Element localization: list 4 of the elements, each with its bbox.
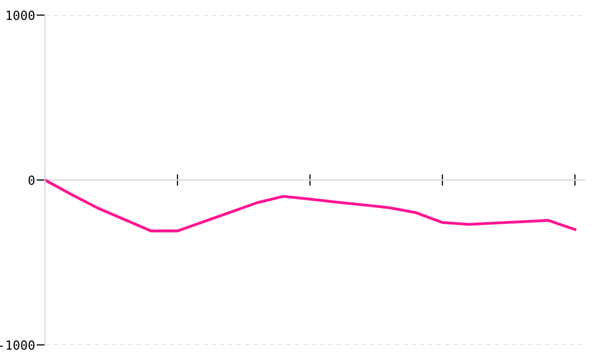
y-tick-label: 0 — [28, 176, 34, 185]
line-series — [45, 178, 576, 232]
y-tick-label: 1000 — [6, 10, 34, 20]
y-tick-label: -1000 — [0, 340, 34, 350]
